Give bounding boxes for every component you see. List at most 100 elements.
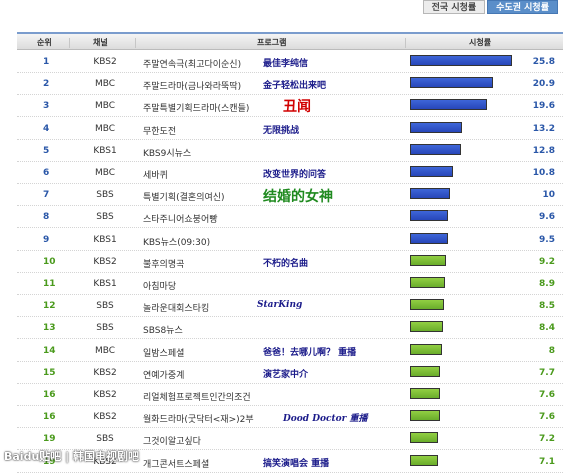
rating-value: 8.4	[539, 323, 555, 334]
program-link[interactable]: 세바퀴	[143, 171, 168, 181]
program-link[interactable]: KBS뉴스(09:30)	[143, 237, 211, 248]
channel-cell: KBS2	[93, 256, 117, 267]
rank-cell: 2	[43, 79, 50, 90]
table-row: 1 KBS2 주말연속극(최고다이순신) 最佳李纯信 25.8	[17, 51, 563, 73]
program-link[interactable]: 주말드라마(금나와라뚝딱)	[143, 82, 242, 93]
tab-bar: 전국 시청률 수도권 시청률	[422, 0, 558, 14]
rating-value: 7.1	[539, 456, 555, 467]
rating-bar	[410, 410, 440, 422]
chinese-annotation: 丑闻	[283, 99, 311, 116]
channel-cell: SBS	[96, 301, 114, 312]
table-row: 12 SBS 놀라운대회스타킹 StarKing 8.5	[17, 295, 563, 318]
rating-value: 7.2	[539, 434, 555, 445]
table-row: 2 MBC 주말드라마(금나와라뚝딱) 金子轻松出来吧 20.9	[17, 73, 563, 96]
rating-bar	[410, 454, 438, 466]
rating-bar	[410, 432, 438, 444]
rating-bar	[410, 55, 512, 66]
rating-value: 7.6	[539, 412, 555, 423]
channel-cell: MBC	[94, 101, 116, 112]
rank-cell: 5	[43, 145, 50, 156]
table-row: 5 KBS1 KBS9시뉴스 12.8	[17, 140, 563, 162]
table-row: 3 MBC 주말특별기획드라마(스캔들) 丑闻 19.6	[17, 95, 563, 118]
chinese-annotation: 改变世界的问答	[263, 170, 327, 180]
header-program: 프로그램	[257, 38, 287, 47]
table-row: 7 SBS 특별기획(결혼의여신) 结婚的女神 10	[17, 184, 563, 207]
program-link[interactable]: 무한도전	[143, 126, 177, 137]
rank-cell: 8	[43, 212, 50, 223]
table-row: 11 KBS1 아침마당 8.9	[17, 273, 563, 295]
program-link[interactable]: 일밤스페셜	[143, 348, 185, 359]
channel-cell: SBS	[96, 212, 114, 223]
program-link[interactable]: 아침마당	[143, 282, 177, 292]
channel-cell: KBS1	[93, 279, 117, 289]
chinese-annotation: Dood Doctor 重播	[283, 414, 368, 425]
rating-bar	[410, 232, 448, 244]
rating-value: 10	[542, 190, 555, 201]
rating-value: 8	[548, 345, 555, 356]
rank-cell: 9	[43, 234, 50, 245]
rating-value: 7.7	[539, 367, 555, 378]
program-link[interactable]: 스타주니어쇼붕어빵	[143, 215, 218, 226]
program-link[interactable]: 놀라운대회스타킹	[143, 304, 210, 315]
program-link[interactable]: 주말특별기획드라마(스캔들)	[143, 104, 250, 115]
rating-value: 19.6	[532, 101, 555, 112]
channel-cell: SBS	[96, 434, 114, 445]
rank-cell: 13	[43, 323, 56, 334]
channel-cell: MBC	[94, 79, 116, 90]
rating-value: 9.6	[539, 212, 555, 223]
table-row: 16 KBS2 리얼체험프로젝트인간의조건 7.6	[17, 384, 563, 406]
chinese-annotation: 爸爸！去哪儿啊？ 重播	[263, 347, 357, 358]
chinese-annotation: 最佳李纯信	[263, 59, 309, 69]
rank-cell: 15	[43, 367, 56, 378]
program-link[interactable]: 리얼체험프로젝트인간의조건	[143, 393, 251, 403]
table-row: 6 MBC 세바퀴 改变世界的问答 10.8	[17, 162, 563, 184]
rating-value: 9.2	[539, 256, 555, 267]
rating-bar	[410, 388, 440, 399]
rank-cell: 3	[43, 101, 50, 112]
chinese-annotation: 金子轻松出来吧	[263, 81, 327, 92]
rank-cell: 19	[43, 434, 56, 445]
rating-value: 25.8	[532, 57, 555, 67]
table-header: 순위 채널 프로그램 시청률	[17, 32, 563, 50]
rating-bar	[410, 166, 453, 177]
rating-value: 13.2	[532, 123, 555, 134]
program-link[interactable]: 월화드라마(굿닥터<재>)2부	[143, 415, 254, 426]
rank-cell: 19	[43, 456, 56, 467]
rank-cell: 16	[43, 412, 56, 423]
channel-cell: KBS2	[93, 367, 117, 378]
channel-cell: KBS1	[93, 234, 117, 245]
chinese-annotation: StarKing	[257, 300, 303, 311]
chinese-annotation: 结婚的女神	[263, 189, 333, 206]
rating-value: 8.5	[539, 301, 555, 312]
channel-cell: MBC	[94, 168, 116, 178]
channel-cell: SBS	[96, 323, 114, 334]
rank-cell: 7	[43, 190, 50, 201]
header-rank: 순위	[37, 38, 52, 47]
tab-national-rating[interactable]: 전국 시청률	[422, 0, 486, 14]
program-link[interactable]: 주말연속극(최고다이순신)	[143, 60, 242, 70]
program-link[interactable]: SBS8뉴스	[143, 326, 183, 337]
rating-bar	[410, 77, 493, 89]
tab-capital-rating[interactable]: 수도권 시청률	[487, 0, 558, 14]
program-link[interactable]: KBS9시뉴스	[143, 148, 192, 159]
rank-cell: 10	[43, 256, 56, 267]
program-link[interactable]: 그것이알고싶다	[143, 437, 201, 448]
rating-value: 7.6	[539, 390, 555, 400]
program-link[interactable]: 연예가중계	[143, 370, 185, 381]
table-row: 19 SBS 그것이알고싶다 7.2	[17, 428, 563, 451]
rating-bar	[410, 343, 442, 355]
rank-cell: 12	[43, 301, 56, 312]
header-divider	[69, 38, 70, 48]
rating-bar	[410, 299, 444, 311]
channel-cell: MBC	[94, 345, 116, 356]
table-row: 15 KBS2 연예가중계 演艺家中介 7.7	[17, 362, 563, 384]
table-row: 13 SBS SBS8뉴스 8.4	[17, 317, 563, 340]
rating-bar	[410, 143, 461, 155]
rank-cell: 14	[43, 345, 56, 356]
rating-bar	[410, 321, 443, 333]
program-link[interactable]: 특별기획(결혼의여신)	[143, 193, 225, 204]
program-link[interactable]: 개그콘서트스페셜	[143, 459, 210, 470]
program-link[interactable]: 불후의명곡	[143, 259, 185, 270]
rating-bar	[410, 277, 445, 288]
rank-cell: 16	[43, 390, 56, 400]
